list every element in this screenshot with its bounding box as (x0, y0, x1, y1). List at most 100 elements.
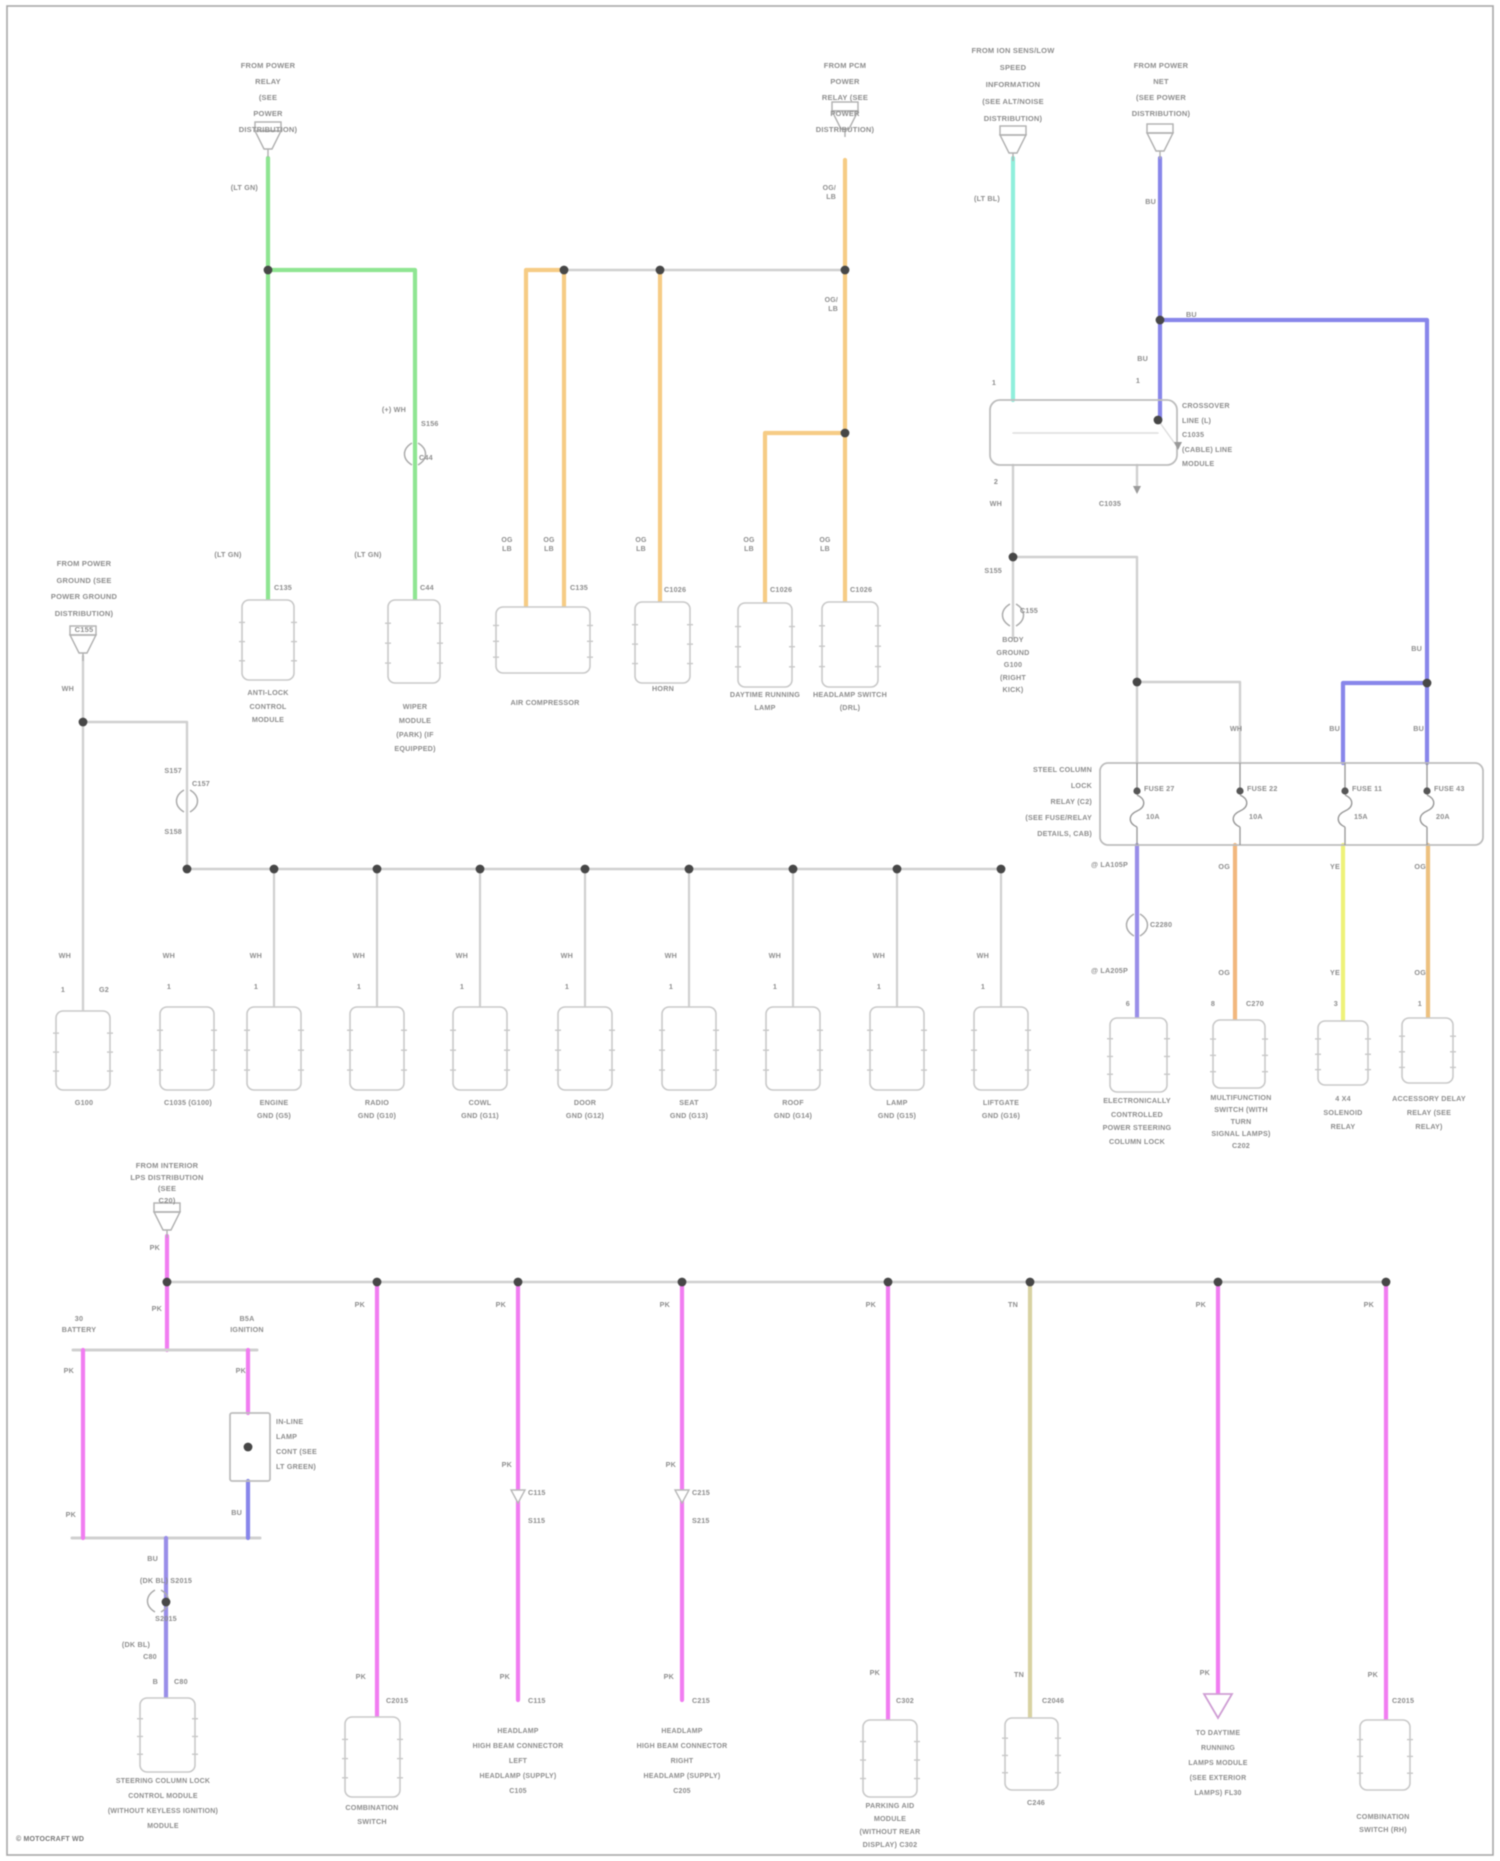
junction-dot (78, 717, 88, 727)
diagram-label: YE (1330, 968, 1340, 977)
diagram-label: (DK BL) (121, 1640, 151, 1649)
diagram-label: DOOR GND (G12) (565, 1098, 605, 1120)
fuse-amp-label: 15A (1354, 812, 1368, 821)
diagram-label: C215 (692, 1488, 710, 1497)
diagram-label: MULTIFUNCTION SWITCH (WITH TURN SIGNAL LAMP… (1210, 1093, 1272, 1150)
diagram-label: FROM POWER RELAY (SEE POWER DISTRIBUTION) (238, 61, 298, 134)
diagram-label: C80 (143, 1652, 157, 1661)
fuse-label: FUSE 27 (1144, 784, 1175, 793)
diagram-label: OG LB (635, 537, 647, 553)
branch-connector-icon (673, 1489, 691, 1505)
inline-connector-icon (1001, 603, 1011, 627)
wire-b (1157, 317, 1430, 766)
diagram-label: TN (1008, 1300, 1018, 1309)
diagram-label: C270 (1246, 999, 1264, 1008)
junction-dot (513, 1277, 523, 1287)
component-box (1109, 1017, 1168, 1093)
entry-connector-icon (68, 634, 98, 654)
diagram-label: BU (1137, 354, 1148, 363)
diagram-label: BU (1329, 724, 1340, 733)
diagram-label: LAMP GND (G15) (877, 1098, 917, 1120)
diagram-label: B5A IGNITION (230, 1314, 264, 1334)
component-box (246, 1006, 302, 1091)
fuse-contact-icon (1341, 787, 1349, 795)
diagram-label: PK (869, 1668, 880, 1677)
diagram-label: IN-LINE LAMP CONT (SEE LT GREEN) (276, 1417, 317, 1471)
diagram-label: ROOF GND (G14) (773, 1098, 813, 1120)
diagram-label: C1026 (850, 585, 873, 594)
diagram-label: C157 (192, 779, 210, 788)
diagram-label: TO DAYTIME RUNNING LAMPS MODULE (SEE EXTERI… (1188, 1730, 1248, 1797)
pin-label: 1 (772, 982, 778, 991)
diagram-label: PK (355, 1672, 366, 1681)
diagram-label: BODY GROUND G100 (RIGHT KICK) (996, 635, 1030, 694)
diagram-label: PK (151, 1304, 162, 1313)
diagram-label: STEERING COLUMN LOCK CONTROL MODULE (WITHO… (107, 1778, 219, 1830)
junction-dot (1008, 552, 1018, 562)
entry-connector-icon (998, 134, 1028, 154)
junction-dot (243, 1442, 253, 1452)
diagram-label: C115 (528, 1696, 546, 1705)
diagram-label: SEAT GND (G13) (669, 1098, 709, 1120)
component-box (1004, 1717, 1059, 1791)
wire-thin (1157, 419, 1179, 449)
inline-connector-icon (189, 789, 199, 813)
diagram-label: BU (147, 1554, 158, 1563)
fuse-element-icon (1232, 794, 1248, 828)
junction-dot (1132, 677, 1142, 687)
diagram-label: BU (1411, 644, 1422, 653)
diagram-label: (LT GN) (230, 183, 258, 192)
diagram-label: C302 (896, 1696, 914, 1705)
diagram-label: TN (1014, 1670, 1024, 1679)
component-box (344, 1716, 401, 1798)
junction-dot (475, 864, 485, 874)
diagram-label: YE (1330, 862, 1340, 871)
fuse-label: FUSE 22 (1247, 784, 1278, 793)
diagram-label: PK (659, 1300, 670, 1309)
diagram-label: PK (1363, 1300, 1374, 1309)
diagram-label: FROM POWER NET (SEE POWER DISTRIBUTION) (1131, 61, 1191, 118)
diagram-label: 4 X4 SOLENOID RELAY (1323, 1094, 1363, 1131)
diagram-label: C44 (420, 583, 434, 592)
pin-label: 1 (356, 982, 362, 991)
diagram-label: PK (501, 1460, 512, 1469)
diagram-label: PK (499, 1672, 510, 1681)
component-box (661, 1006, 717, 1091)
diagram-label: WH (61, 684, 74, 693)
fuse-amp-label: 10A (1249, 812, 1263, 821)
diagram-label: FROM ION SENS/LOW SPEED INFORMATION (SEE AL… (971, 46, 1055, 123)
entry-connector-icon (253, 130, 283, 150)
diagram-label: S215 (692, 1516, 710, 1525)
diagram-label: @ LA205P (1091, 966, 1128, 975)
diagram-label: C44 (419, 453, 433, 462)
diagram-label: 2 (993, 477, 999, 486)
diagram-label: OG LB (819, 537, 831, 553)
component-box (159, 1006, 215, 1091)
diagram-label: C1035 (1098, 499, 1122, 508)
diagram-label: C1026 (770, 585, 793, 594)
inline-connector-icon (146, 1589, 156, 1613)
inline-connector-icon (403, 442, 413, 466)
junction-dot (161, 1597, 171, 1607)
diagram-label: (+) WH (381, 405, 406, 414)
component-box (1401, 1017, 1454, 1084)
diagram-label: ENGINE GND (G5) (257, 1098, 291, 1120)
diagram-label: WH (664, 951, 677, 960)
junction-dot (1155, 315, 1165, 325)
diagram-label: ACCESSORY DELAY RELAY (SEE RELAY) (1392, 1094, 1466, 1131)
diagram-label: WH (1229, 724, 1243, 733)
component-box (862, 1719, 918, 1798)
component-box (1212, 1019, 1266, 1089)
junction-dot (162, 1277, 172, 1287)
diagram-label: WH (455, 951, 468, 960)
diagram-label: OG (1218, 968, 1230, 977)
offpage-arrow-icon (1202, 1693, 1234, 1720)
diagram-label: B (152, 1677, 158, 1686)
diagram-label: G2 (99, 985, 109, 994)
component-box (973, 1006, 1029, 1091)
diagram-label: G100 (74, 1098, 94, 1107)
diagram-label: C115 (528, 1488, 546, 1497)
wire-w (1135, 680, 1242, 765)
fuse-contact-icon (1423, 787, 1431, 795)
diagram-label: PK (665, 1460, 676, 1469)
